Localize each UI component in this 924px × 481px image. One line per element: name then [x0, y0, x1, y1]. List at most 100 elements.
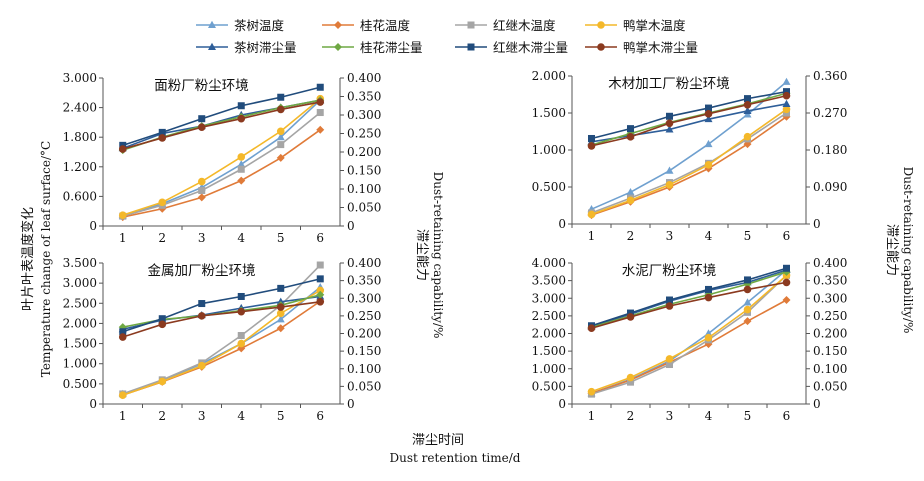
legend-marker: [208, 42, 216, 50]
data-point: [316, 286, 325, 295]
series-line: [591, 281, 787, 329]
data-point: [626, 313, 635, 321]
legend-label: 红继木滞尘量: [493, 40, 568, 55]
data-point: [277, 141, 285, 149]
data-point: [665, 125, 674, 133]
right-tick-label: 0.050: [813, 379, 847, 393]
data-point: [743, 305, 752, 314]
x-tick-label: 6: [316, 231, 324, 245]
right-tick-label: 0.200: [347, 145, 381, 159]
data-point: [237, 153, 246, 161]
x-tick-label: 3: [198, 231, 206, 245]
panel-title: 面粉厂粉尘环境: [154, 78, 249, 94]
series-line: [591, 274, 788, 395]
right-tick-label: 0.250: [813, 309, 847, 323]
data-point: [237, 160, 246, 168]
data-point: [743, 132, 752, 141]
data-point: [705, 104, 712, 112]
right-tick-label: 0.350: [347, 274, 381, 288]
right-tick-label: 0.150: [813, 344, 847, 358]
right-tick-label: 0.250: [347, 309, 381, 323]
series: [119, 261, 324, 398]
series-line: [591, 94, 787, 147]
right-tick-label: 0.250: [347, 127, 381, 141]
series: [118, 98, 325, 153]
x-tick-label: 4: [237, 409, 245, 423]
x-tick-label: 1: [588, 229, 596, 243]
series-line: [591, 267, 787, 327]
series-line: [122, 278, 321, 333]
series-line: [591, 103, 787, 143]
left-tick-label: 0.500: [532, 379, 566, 393]
series-line: [122, 264, 321, 395]
data-point: [743, 100, 752, 109]
legend-item: 桂花滞尘量: [322, 40, 423, 55]
data-point: [627, 125, 634, 133]
data-point: [276, 309, 285, 318]
data-point: [237, 102, 245, 110]
series-line: [591, 112, 787, 214]
data-point: [197, 123, 206, 132]
data-point: [198, 115, 206, 123]
series: [587, 105, 791, 219]
legend-label: 茶树滞尘量: [234, 40, 297, 55]
right-tick-label: 0.270: [813, 106, 847, 120]
data-point: [316, 98, 325, 106]
data-point: [237, 165, 245, 173]
data-point: [782, 296, 791, 305]
x-tick-label: 2: [627, 409, 635, 423]
series: [588, 109, 790, 217]
series: [588, 271, 790, 398]
series-line: [122, 129, 321, 218]
series-line: [122, 99, 321, 217]
data-point: [704, 161, 713, 169]
right-tick-label: 0.360: [813, 69, 847, 83]
data-point: [158, 198, 167, 207]
x-tick-label: 3: [198, 409, 206, 423]
legend-label: 桂花温度: [360, 18, 411, 33]
data-point: [782, 105, 791, 114]
data-point: [237, 339, 246, 348]
series: [587, 265, 791, 397]
data-point: [118, 211, 127, 219]
data-point: [316, 297, 325, 306]
left-tick-label: 1.000: [63, 357, 97, 371]
data-point: [119, 328, 127, 336]
left-tick-label: 2.400: [63, 101, 97, 115]
left-tick-label: 0: [89, 219, 97, 233]
data-point: [704, 293, 713, 302]
data-point: [158, 320, 167, 329]
data-point: [782, 91, 791, 100]
right-tick-label: 0.300: [347, 291, 381, 305]
panel-title: 木材加工厂粉尘环境: [608, 76, 730, 92]
left-tick-label: 2.000: [532, 69, 566, 83]
data-point: [626, 133, 635, 141]
data-point: [743, 285, 752, 294]
data-point: [665, 119, 674, 128]
data-point: [316, 290, 325, 299]
data-point: [158, 134, 167, 142]
data-point: [666, 112, 673, 120]
series: [588, 88, 790, 142]
data-point: [782, 77, 791, 85]
right-tick-label: 0.100: [347, 362, 381, 376]
panel-title: 水泥厂粉尘环境: [622, 263, 717, 279]
right-tick-label: 0.100: [347, 182, 381, 196]
data-point: [705, 285, 712, 293]
data-point: [197, 312, 206, 320]
data-point: [316, 261, 324, 269]
data-point: [704, 110, 713, 118]
series-line: [122, 111, 321, 217]
bottom-axis-title-en: Dust retention time/d: [390, 451, 521, 465]
data-point: [276, 303, 285, 311]
right-tick-label: 0: [813, 397, 821, 411]
data-point: [197, 193, 206, 202]
chart-panel: 0 0.500 1.000 1.500 2.000 0 0.090 0.180 0.270 0.3…: [532, 69, 848, 243]
data-point: [316, 275, 324, 283]
data-point: [665, 166, 674, 174]
x-tick-label: 6: [783, 229, 791, 243]
data-point: [316, 125, 325, 134]
